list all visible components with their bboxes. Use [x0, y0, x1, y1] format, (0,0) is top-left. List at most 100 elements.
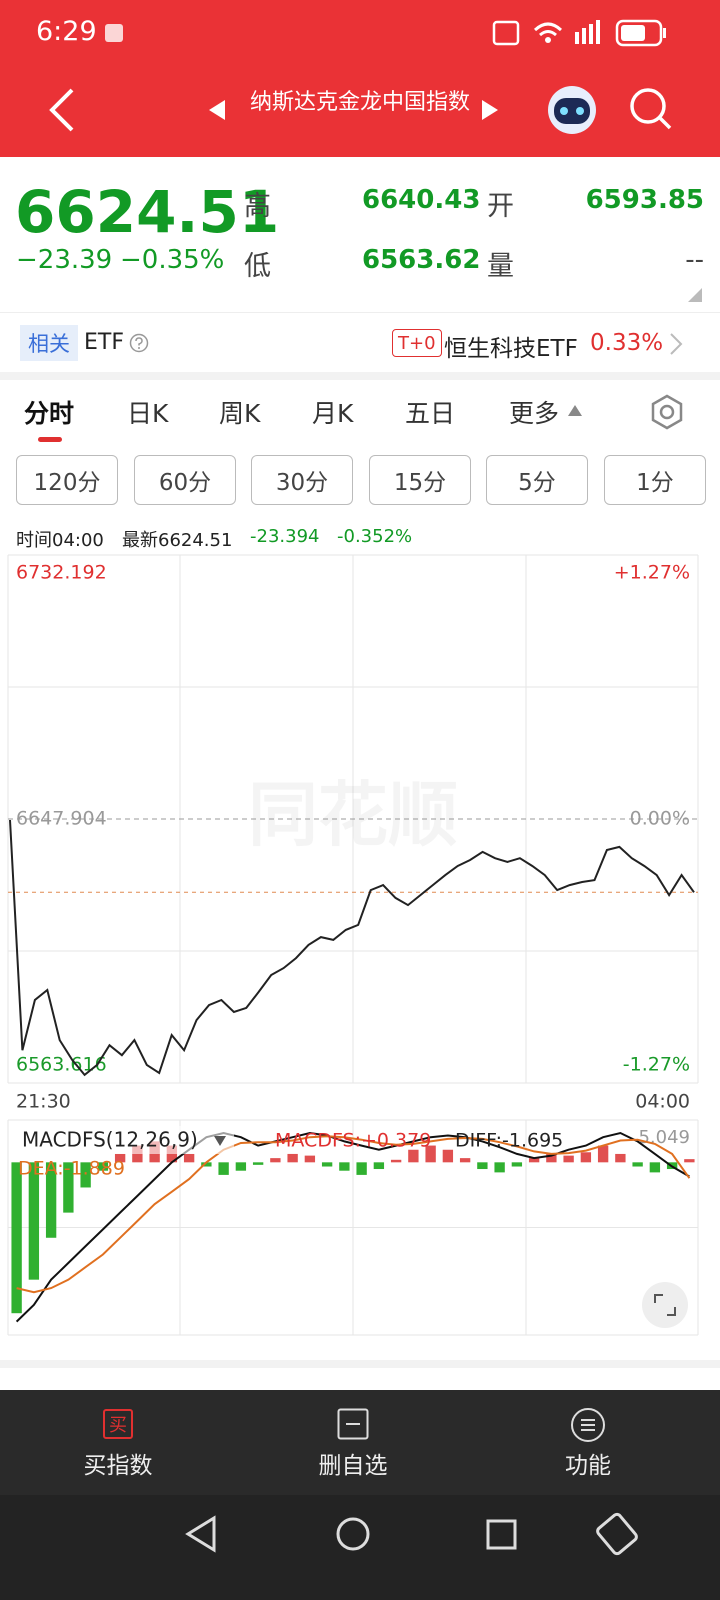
back-button[interactable] — [49, 88, 74, 132]
macd-bar — [442, 1149, 454, 1163]
interval-button[interactable]: 1分 — [604, 455, 706, 505]
remove-watchlist-button[interactable]: 删自选 — [318, 1453, 388, 1479]
app-header: 6:29 纳斯达克金龙中国指数 — [0, 0, 720, 157]
high-value: 6640.43 — [362, 185, 481, 215]
x-tick-label: 04:00 — [635, 1091, 690, 1113]
etf-label: ETF — [84, 330, 124, 355]
nav-rotate[interactable] — [596, 1512, 638, 1556]
volume-value: -- — [685, 245, 704, 275]
macd-bar — [546, 1153, 557, 1163]
next-button[interactable] — [482, 100, 498, 120]
fullscreen-icon — [654, 1294, 676, 1316]
macd-bar — [425, 1145, 436, 1163]
tab[interactable]: 月K — [312, 399, 354, 428]
interval-button[interactable]: 5分 — [486, 455, 588, 505]
y2-tick-label: +1.27% — [614, 562, 690, 584]
dea-line — [16, 1135, 691, 1294]
tab-indicator — [38, 437, 62, 442]
macd-bar — [511, 1162, 523, 1167]
macd-bar — [390, 1159, 402, 1163]
macd-bar — [321, 1162, 333, 1167]
y2-tick-label: 0.00% — [630, 808, 690, 830]
macd-bar — [649, 1162, 661, 1173]
low-label: 低 — [244, 251, 271, 282]
tab[interactable]: 更多 — [509, 399, 560, 428]
macd-label: DIFF:-1.695 — [455, 1130, 563, 1152]
header-icons — [49, 19, 672, 134]
macd-bar — [218, 1162, 229, 1175]
price-line — [9, 819, 695, 1077]
prev-button[interactable] — [209, 100, 225, 120]
macd-bar — [201, 1162, 212, 1167]
index-title: 纳斯达克金龙中国指数 — [249, 90, 470, 115]
y-tick-label: 6732.192 — [16, 562, 107, 584]
tab[interactable]: 五日 — [405, 399, 456, 428]
price-change-pct: −0.35% — [120, 245, 225, 275]
help-icon[interactable] — [129, 333, 149, 353]
nav-recent[interactable] — [486, 1519, 517, 1550]
etf-chevron[interactable] — [668, 332, 684, 356]
settings-button[interactable] — [648, 393, 686, 431]
etf-pct: 0.33% — [590, 330, 664, 356]
chart: 同花顺 6563.616 6647.904 6732.192 -1.27% 0.00% +1… — [7, 554, 699, 1336]
function-button[interactable]: 功能 — [565, 1453, 611, 1479]
macd-bar — [580, 1152, 592, 1163]
interval-button[interactable]: 30分 — [251, 455, 353, 505]
macd-bar — [528, 1158, 540, 1163]
fullscreen-button[interactable] — [642, 1282, 688, 1328]
macd-bar — [563, 1155, 574, 1163]
macd-title-bg — [14, 1126, 234, 1154]
open-value: 6593.85 — [585, 185, 704, 215]
x-tick-label: 21:30 — [16, 1091, 71, 1113]
bottom-bar: 买 买指数 删自选 功能 — [0, 1390, 720, 1600]
tab[interactable]: 日K — [127, 399, 169, 428]
y2-tick-label: -1.27% — [623, 1054, 690, 1076]
macd-bar — [45, 1162, 57, 1238]
assistant-button[interactable] — [548, 86, 596, 134]
tab[interactable]: 周K — [219, 399, 261, 428]
interval-button[interactable]: 120分 — [16, 455, 118, 505]
macd-bar — [684, 1159, 695, 1163]
macd-label: MACDFS:+0.379 — [275, 1130, 431, 1152]
macd-bar — [80, 1162, 91, 1188]
macd-dropdown[interactable] — [214, 1136, 226, 1146]
interval-button[interactable]: 15分 — [369, 455, 471, 505]
info-pct: -0.352% — [337, 526, 413, 547]
low-value: 6563.62 — [362, 245, 481, 275]
y-tick-label: 6563.616 — [16, 1054, 107, 1076]
macd-bar — [615, 1153, 626, 1163]
tab[interactable]: 分时 — [24, 399, 75, 428]
info-change: -23.394 — [250, 526, 320, 547]
macd-bar — [408, 1149, 419, 1163]
macd-bar — [114, 1153, 126, 1163]
t0-badge: T+0 — [392, 329, 442, 357]
macd-bar — [339, 1162, 350, 1171]
macd-bar — [63, 1162, 74, 1213]
diff-line — [15, 1131, 690, 1323]
more-arrow — [568, 405, 582, 416]
macd-bar — [459, 1158, 471, 1163]
etf-name[interactable]: 恒生科技ETF — [444, 336, 578, 362]
menu-icon — [571, 1408, 605, 1442]
macd-bar — [11, 1162, 22, 1314]
remove-icon — [337, 1408, 369, 1440]
search-button[interactable] — [630, 88, 672, 130]
macd-bar — [97, 1162, 109, 1171]
volume-label: 量 — [487, 251, 514, 282]
divider — [0, 312, 720, 313]
section-gap — [0, 372, 720, 380]
macd-bar — [597, 1145, 609, 1163]
macd-bar — [287, 1153, 298, 1163]
nav-home[interactable] — [336, 1517, 370, 1551]
etf-tag: 相关 — [20, 325, 78, 361]
buy-button[interactable]: 买指数 — [83, 1453, 153, 1479]
macd-bar — [494, 1162, 505, 1173]
macd-bar — [28, 1162, 40, 1280]
info-latest: 最新6624.51 — [122, 530, 233, 551]
interval-button[interactable]: 60分 — [134, 455, 236, 505]
nav-back[interactable] — [185, 1515, 216, 1553]
last-price: 6624.51 — [15, 178, 280, 246]
macd-bar — [356, 1162, 367, 1175]
macd-bar — [183, 1153, 195, 1163]
